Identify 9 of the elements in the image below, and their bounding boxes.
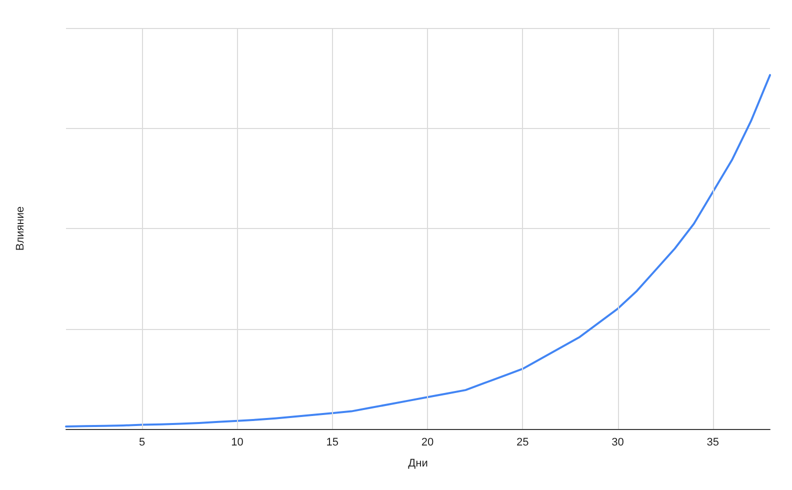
x-tick-label: 35 bbox=[706, 436, 720, 448]
x-tick-label: 5 bbox=[139, 436, 146, 448]
x-tick-label: 10 bbox=[231, 436, 244, 448]
x-tick-label: 25 bbox=[516, 436, 529, 448]
x-tick-label: 15 bbox=[326, 436, 339, 448]
y-axis-title: Влияние bbox=[14, 206, 26, 251]
x-tick-label: 30 bbox=[612, 436, 624, 448]
x-axis-title: Дни bbox=[408, 458, 428, 470]
x-tick-label: 20 bbox=[421, 436, 434, 448]
